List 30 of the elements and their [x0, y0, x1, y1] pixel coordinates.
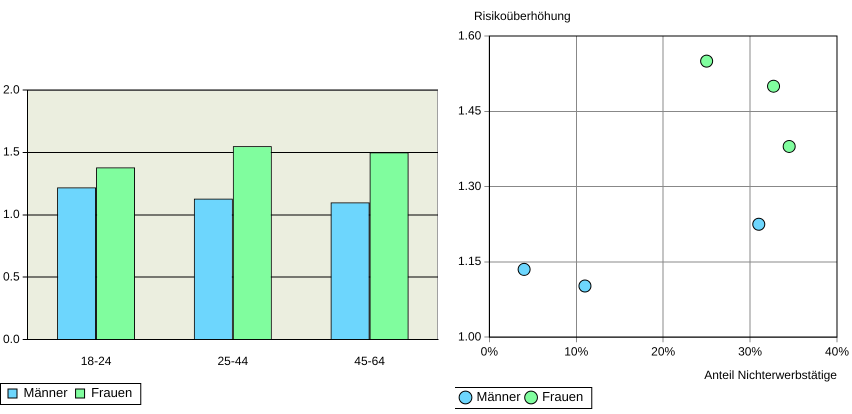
y-tick-label: 1.5	[2, 144, 20, 159]
y-tick-label: 1.30	[458, 178, 482, 193]
legend-label: Männer	[24, 385, 68, 400]
y-tick-label: 2.0	[2, 82, 20, 96]
x-tick-label: 10%	[564, 344, 589, 359]
x-tick-label: 40%	[824, 344, 850, 359]
point	[767, 80, 780, 93]
y-tick-label: 1.45	[458, 104, 482, 118]
x-tick-label: 45-64	[354, 354, 386, 368]
point	[752, 218, 766, 231]
y-tick-label: 1.60	[458, 28, 482, 42]
x-tick-label: 0%	[480, 344, 498, 359]
y-tick-label: 1.00	[458, 330, 482, 344]
x-axis-title: Anteil Nichterwerbstätige	[704, 368, 838, 382]
x-tick-label: 30%	[738, 344, 762, 359]
point	[782, 140, 796, 153]
y-tick-label: 0.0	[2, 332, 20, 346]
legend-label: Männer	[476, 389, 522, 404]
y-tick-label: 0.5	[2, 270, 20, 284]
x-tick-label: 20%	[651, 344, 676, 359]
legend-label: Frauen	[542, 389, 584, 404]
y-axis-title: Risikoüberhöhung	[474, 9, 571, 23]
point	[700, 54, 714, 68]
legend-label: Frauen	[91, 385, 132, 400]
point	[518, 262, 531, 276]
x-tick-label: 18-24	[80, 354, 112, 368]
y-tick-label: 1.0	[2, 207, 20, 222]
point	[578, 279, 592, 292]
y-tick-label: 1.15	[458, 254, 482, 268]
x-tick-label: 25-44	[217, 354, 249, 368]
